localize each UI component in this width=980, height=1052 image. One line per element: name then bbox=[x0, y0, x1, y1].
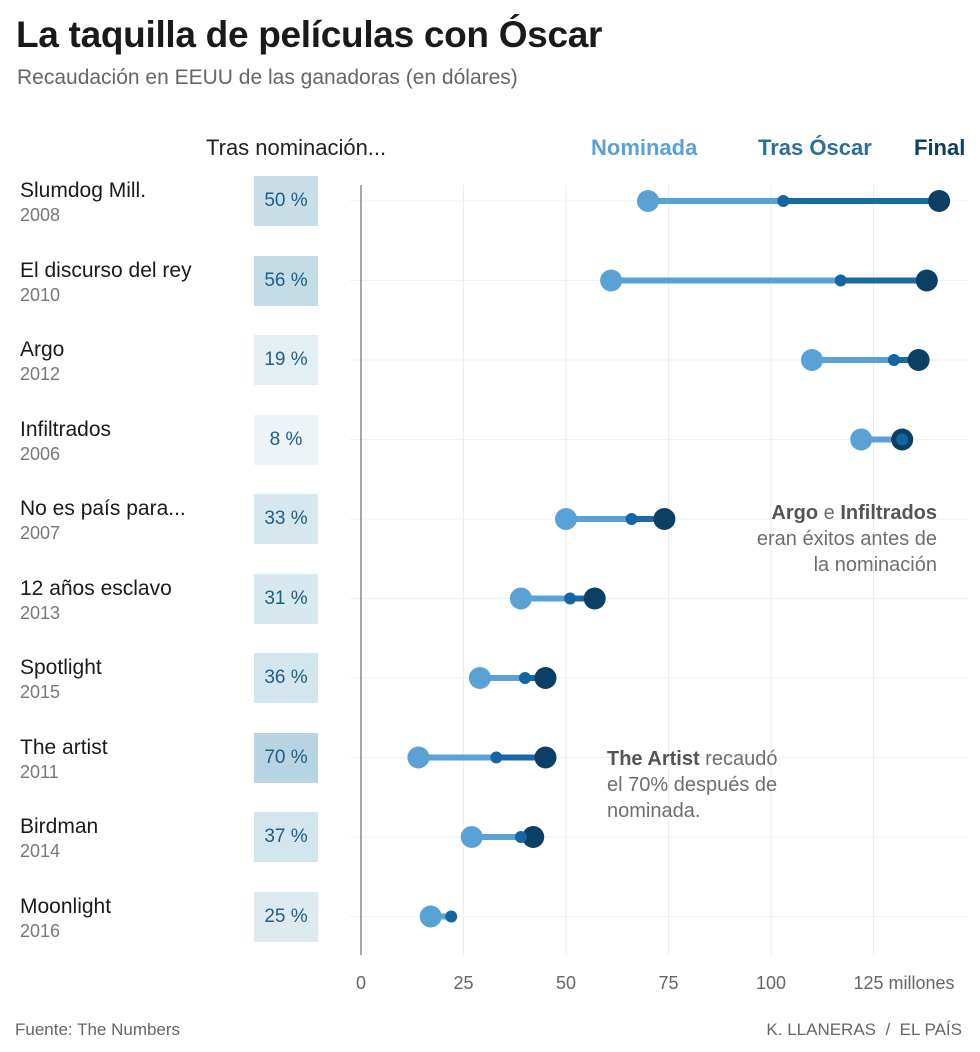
dot-final bbox=[534, 746, 557, 769]
row-label: The artist 2011 bbox=[20, 736, 108, 783]
dot-tras-oscar bbox=[888, 354, 900, 366]
movie-year: 2006 bbox=[20, 443, 61, 464]
dot-final bbox=[653, 508, 676, 530]
infiltrados-bold: Infiltrados bbox=[840, 502, 937, 524]
after-nomination-header: Tras nominación... bbox=[206, 135, 387, 160]
movie-title: The artist bbox=[20, 735, 108, 759]
movie-title: Infiltrados bbox=[20, 417, 112, 441]
movie-year: 2011 bbox=[20, 761, 59, 782]
dot-nominada bbox=[637, 190, 659, 212]
legend-nominada: Nominada bbox=[591, 135, 698, 160]
argo-line2: eran éxitos antes de bbox=[756, 528, 937, 550]
post-nomination-pct-box: 56 % bbox=[254, 255, 318, 306]
dot-nominada bbox=[407, 746, 430, 769]
movie-year: 2010 bbox=[20, 284, 61, 305]
dot-tras-oscar bbox=[777, 195, 790, 207]
row-label: Spotlight 2015 bbox=[20, 656, 102, 703]
movie-title: Birdman bbox=[20, 815, 99, 838]
artist-bold: The Artist bbox=[607, 748, 700, 770]
x-tick-label: 50 bbox=[556, 973, 576, 993]
dot-nominada bbox=[600, 269, 623, 292]
argo-annotation: Argo e Infiltrados eran éxitos antes de … bbox=[740, 500, 937, 578]
dot-tras-oscar bbox=[514, 831, 527, 843]
artist-line3: nominada. bbox=[607, 800, 701, 822]
artist-line2: el 70% después de bbox=[607, 774, 778, 796]
artist-annotation: The Artist recaudó el 70% después de nom… bbox=[607, 746, 777, 824]
movie-title: Argo bbox=[20, 338, 65, 361]
dot-tras-oscar bbox=[445, 910, 458, 923]
argo-line3: la nominación bbox=[813, 554, 937, 576]
movie-year: 2012 bbox=[20, 364, 61, 384]
dot-tras-oscar bbox=[896, 433, 909, 446]
post-nomination-pct-box: 33 % bbox=[254, 494, 318, 544]
post-nomination-pct-box: 8 % bbox=[254, 414, 318, 465]
movie-title: 12 años esclavo bbox=[20, 576, 172, 600]
argo-bold: Argo bbox=[771, 502, 819, 524]
dot-nominada bbox=[419, 905, 442, 928]
chart-title: La taquilla de películas con Óscar bbox=[16, 14, 603, 55]
row-label: Birdman 2014 bbox=[20, 815, 98, 862]
dot-tras-oscar bbox=[625, 513, 638, 525]
dot-tras-oscar bbox=[490, 751, 503, 764]
x-tick-label: 100 bbox=[756, 973, 786, 993]
dot-nominada bbox=[850, 428, 873, 451]
movie-title: Slumdog Mill. bbox=[20, 179, 147, 202]
movie-year: 2015 bbox=[20, 682, 61, 702]
artist-rest: recaudó bbox=[699, 748, 778, 770]
row-label: No es país para... 2007 bbox=[20, 497, 186, 544]
dot-final bbox=[907, 349, 930, 371]
dot-final bbox=[534, 667, 557, 689]
movie-year: 2013 bbox=[20, 602, 61, 623]
post-nomination-pct-box: 50 % bbox=[254, 176, 318, 226]
post-nomination-pct-box: 19 % bbox=[254, 335, 318, 385]
post-nomination-pct-box: 25 % bbox=[254, 891, 318, 942]
post-nomination-pct-box: 36 % bbox=[254, 653, 318, 703]
dot-nominada bbox=[460, 826, 483, 848]
dot-nominada bbox=[801, 349, 823, 371]
dot-tras-oscar bbox=[564, 592, 577, 605]
dot-final bbox=[928, 190, 951, 212]
dot-tras-oscar bbox=[834, 274, 847, 287]
chart-subtitle: Recaudación en EEUU de las ganadoras (en… bbox=[17, 66, 518, 89]
post-nomination-pct-box: 70 % bbox=[254, 732, 318, 783]
argo-mid: e bbox=[818, 502, 841, 524]
movie-title: El discurso del rey bbox=[20, 258, 192, 282]
dot-nominada bbox=[468, 667, 491, 689]
dot-final bbox=[915, 269, 938, 292]
post-nomination-pct-box: 37 % bbox=[254, 812, 318, 862]
movie-title: Moonlight bbox=[20, 894, 112, 918]
movie-title: No es país para... bbox=[20, 497, 186, 520]
movie-title: Spotlight bbox=[20, 656, 102, 679]
dot-nominada bbox=[555, 508, 577, 530]
row-label: Argo 2012 bbox=[20, 338, 64, 385]
row-label: Slumdog Mill. 2008 bbox=[20, 179, 146, 226]
x-tick-label: 0 bbox=[356, 973, 366, 993]
row-label: Infiltrados 2006 bbox=[20, 418, 111, 465]
row-label: 12 años esclavo 2013 bbox=[20, 577, 172, 624]
legend-tras-oscar: Tras Óscar bbox=[758, 135, 872, 160]
movie-year: 2007 bbox=[20, 523, 61, 543]
source-footer: Fuente: The Numbers bbox=[15, 1020, 181, 1039]
row-label: Moonlight 2016 bbox=[20, 895, 111, 942]
credit-footer: K. LLANERAS / EL PAÍS bbox=[766, 1020, 962, 1039]
dot-final bbox=[583, 587, 606, 610]
x-tick-label: 125 millones bbox=[854, 973, 955, 993]
movie-year: 2014 bbox=[20, 841, 61, 861]
x-tick-label: 75 bbox=[658, 973, 678, 993]
movie-year: 2016 bbox=[20, 920, 61, 941]
dot-tras-oscar bbox=[519, 672, 531, 684]
movie-year: 2008 bbox=[20, 205, 61, 225]
row-label: El discurso del rey 2010 bbox=[20, 259, 192, 306]
post-nomination-pct-box: 31 % bbox=[254, 573, 318, 624]
dot-final bbox=[522, 826, 545, 848]
legend-final: Final bbox=[914, 135, 966, 160]
x-tick-label: 25 bbox=[453, 973, 473, 993]
dot-nominada bbox=[509, 587, 532, 610]
